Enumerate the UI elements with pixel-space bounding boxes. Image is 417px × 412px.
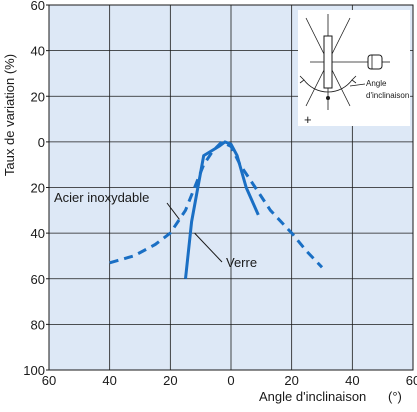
x-axis-unit: (°) [388, 389, 402, 404]
y-tick-label: 40 [31, 44, 45, 59]
annotations: Acier inoxydable Verre [54, 190, 257, 270]
target-plate [323, 35, 333, 89]
y-tick-label: 20 [31, 181, 45, 196]
y-tick-label: 40 [31, 226, 45, 241]
x-tick-label: 60 [406, 373, 417, 388]
y-tick-label: 60 [31, 272, 45, 287]
x-tick-labels: 60 40 20 0 20 40 60 [42, 373, 417, 388]
x-tick-label: 20 [163, 373, 177, 388]
y-tick-label: 60 [31, 0, 45, 13]
inset-diagram: Angle d'inclinaison + [298, 10, 410, 127]
y-tick-label: 0 [38, 135, 45, 150]
x-axis-label: Angle d'inclinaison [259, 389, 366, 404]
sensor-icon [367, 54, 390, 70]
series-layer [109, 140, 324, 279]
y-axis-label: Taux de variation (%) [2, 54, 17, 176]
inset-label-angle: Angle [366, 79, 387, 88]
x-tick-label: 0 [227, 373, 234, 388]
x-tick-label: 40 [345, 373, 359, 388]
y-tick-label: 80 [31, 317, 45, 332]
x-tick-label: 40 [102, 373, 116, 388]
y-tick-label: 20 [31, 89, 45, 104]
grid [48, 4, 414, 371]
annotation-verre: Verre [226, 255, 257, 270]
inset-label-inclinaison: d'inclinaison [366, 91, 409, 100]
y-tick-label: 100 [23, 363, 45, 378]
annotation-acier-inoxydable: Acier inoxydable [54, 190, 149, 205]
series-line-verre [184, 140, 260, 279]
annotation-leader-verre [194, 232, 223, 263]
inset-background [298, 10, 410, 126]
x-tick-label: 20 [284, 373, 298, 388]
inset-plus-sign: + [304, 112, 312, 127]
annotation-leader-acier [166, 202, 180, 220]
x-tick-label: 60 [42, 373, 56, 388]
y-tick-labels: 60 40 20 0 20 40 60 80 100 [23, 0, 49, 378]
